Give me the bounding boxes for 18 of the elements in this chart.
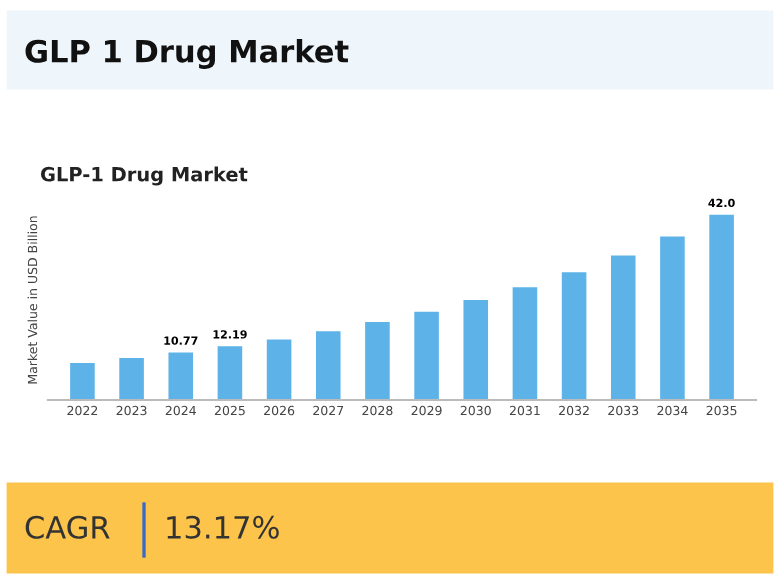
- bar: [365, 321, 390, 400]
- bar: [709, 214, 734, 400]
- bar: [414, 311, 439, 400]
- chart-subtitle: GLP-1 Drug Market: [40, 166, 248, 186]
- bar: [70, 362, 95, 400]
- chart-title: GLP 1 Drug Market: [25, 39, 349, 69]
- bar: [610, 255, 636, 400]
- text: CAGR: [25, 515, 110, 539]
- bar: [561, 272, 587, 400]
- bar: [168, 352, 194, 400]
- bar: [512, 287, 538, 400]
- bar: [217, 346, 243, 400]
- bar: [463, 299, 489, 400]
- bar: [119, 358, 144, 400]
- bar: [266, 339, 292, 400]
- bar: [315, 331, 341, 400]
- text: 13.17%: [167, 515, 279, 539]
- bar: [660, 236, 685, 400]
